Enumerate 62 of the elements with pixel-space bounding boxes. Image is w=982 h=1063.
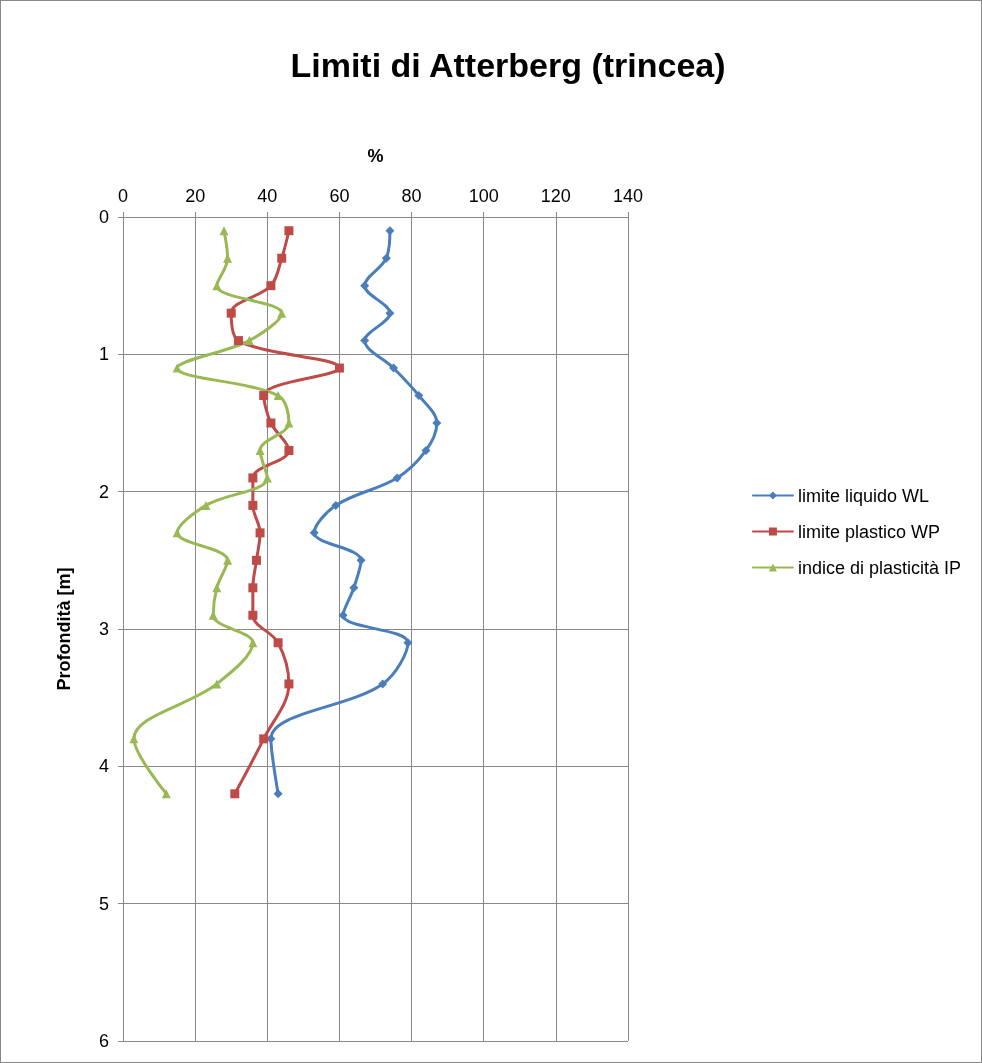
point [334,363,344,373]
point [266,281,276,291]
point [277,253,287,263]
chart-title: Limiti di Atterberg (trincea) [290,46,726,84]
point [255,445,265,455]
x-tick-label: 100 [468,186,499,206]
point [309,528,319,538]
point [432,418,442,428]
point [392,473,402,483]
point [284,679,294,689]
point [381,253,391,263]
point [284,226,294,236]
point [172,363,182,373]
y-tick-label: 6 [98,1031,109,1051]
y-tick-label: 3 [98,619,109,639]
point [349,583,359,593]
point [389,363,399,373]
point [248,610,258,620]
point [255,528,265,538]
point [273,789,283,799]
x-tick-label: 0 [117,186,129,206]
point [273,638,283,648]
point [201,500,211,510]
point [360,281,370,291]
y-tick-label: 0 [98,207,109,227]
x-axis-title: % [367,146,384,166]
point [233,336,243,346]
x-tick-label: 120 [540,186,571,206]
y-tick-label: 4 [98,756,109,777]
point [266,418,276,428]
y-tick-label: 2 [98,481,109,502]
point [284,445,294,455]
point [338,610,348,620]
point [331,500,341,510]
point [385,308,395,318]
point [230,789,240,799]
x-tick-label: 80 [401,186,422,206]
point [378,679,388,689]
point [277,308,287,318]
legend-label: limite plastico WP [797,521,940,542]
x-tick-label: 140 [612,186,644,206]
point [259,391,269,401]
point [248,500,258,510]
point [248,473,258,483]
y-tick-label: 5 [98,893,109,914]
point [414,391,424,401]
point [251,555,261,565]
y-tick-label: 1 [98,344,109,365]
x-tick-label: 20 [185,186,206,206]
point [226,308,236,318]
legend-label: limite liquido WL [797,485,929,506]
point [360,336,370,346]
legend-label: indice di plasticità IP [797,557,962,578]
point [259,734,269,744]
point [248,583,258,593]
x-tick-label: 40 [257,186,278,206]
point [223,555,233,565]
point [219,226,229,236]
point [421,445,431,455]
point [356,555,366,565]
y-axis-title: Profondità [m] [54,567,74,691]
x-tick-label: 60 [329,186,350,206]
